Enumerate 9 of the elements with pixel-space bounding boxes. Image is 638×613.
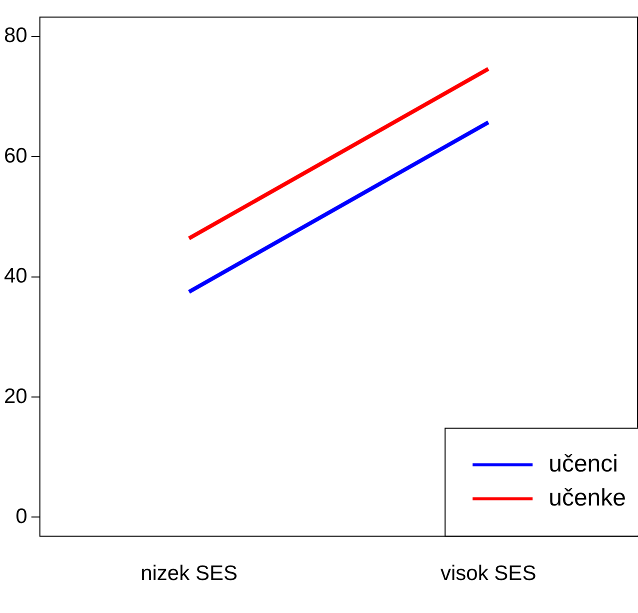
- x-tick-label: visok SES: [440, 562, 536, 586]
- y-tick-label: 40: [4, 264, 28, 288]
- y-tick-label: 80: [4, 24, 28, 48]
- legend-label: učenci: [548, 450, 618, 478]
- y-tick-label: 20: [4, 384, 28, 408]
- x-tick-label: nizek SES: [140, 562, 238, 586]
- y-tick-label: 60: [4, 144, 28, 168]
- legend-label: učenke: [548, 484, 626, 512]
- y-tick-label: 0: [16, 504, 28, 528]
